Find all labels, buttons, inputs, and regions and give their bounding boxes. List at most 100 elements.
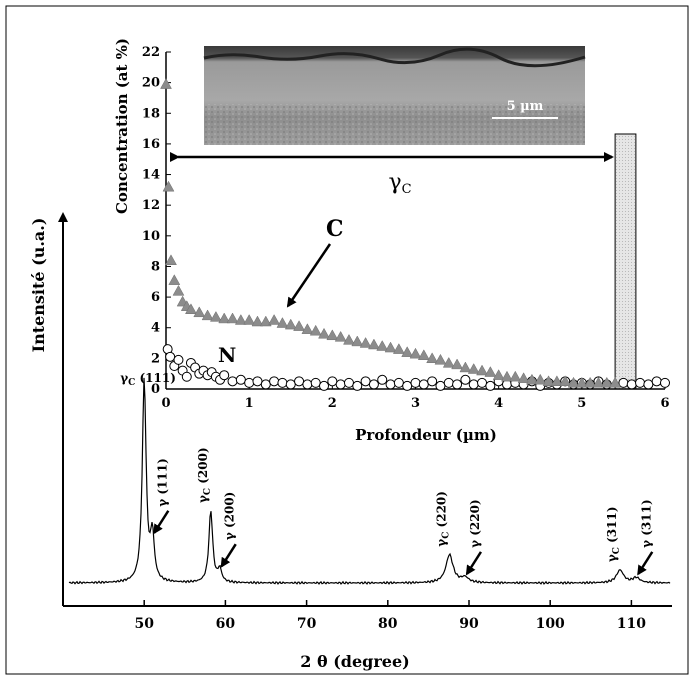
c-point-47 <box>517 372 530 383</box>
inset-x-ticks: 0 1 2 3 4 5 6 <box>161 384 670 411</box>
n-point-46 <box>485 380 496 391</box>
xrd-trace <box>68 377 671 585</box>
c-point-24 <box>326 329 339 341</box>
c-point-4 <box>172 284 185 296</box>
n-point-41 <box>443 377 454 388</box>
c-point-56 <box>592 376 605 388</box>
c-point-1 <box>162 180 175 192</box>
c-point-55 <box>584 376 597 388</box>
n-point-25 <box>310 377 321 388</box>
inset-y-tick-label-10: 20 <box>142 76 160 91</box>
n-point-15 <box>227 376 238 387</box>
c-point-11 <box>218 312 231 324</box>
c-point-45 <box>501 370 513 382</box>
inset-y-tick-label-11: 22 <box>142 45 160 60</box>
n-point-26 <box>319 380 330 391</box>
inset-x-tick-label-5: 5 <box>577 396 586 411</box>
figure-frame <box>5 5 689 675</box>
peak-arrow-5 <box>465 551 482 576</box>
gamma-c-range-label: γC <box>388 170 411 197</box>
c-point-22 <box>309 324 322 336</box>
xrd-x-tick-label-4: 90 <box>459 616 479 632</box>
c-point-9 <box>201 309 214 321</box>
c-point-15 <box>251 315 264 327</box>
inset-y-tick-label-4: 8 <box>151 259 160 274</box>
n-point-37 <box>410 377 421 388</box>
inset-y-tick-label-6: 12 <box>142 198 160 213</box>
n-point-22 <box>285 379 296 390</box>
xrd-x-tick-label-6: 110 <box>617 616 646 632</box>
n-point-16 <box>235 374 246 385</box>
peak-label-7: γ (311) <box>637 499 654 576</box>
n-point-40 <box>435 380 446 391</box>
sem-micrograph: 5 µm <box>203 46 586 145</box>
inset-y-ticks: 0 2 4 6 8 10 12 14 16 18 20 22 <box>142 45 171 397</box>
inset-x-tick-label-1: 1 <box>245 396 254 411</box>
svg-text:γC (200): γC (200) <box>196 447 213 503</box>
c-point-48 <box>526 373 538 385</box>
c-point-12 <box>226 312 239 324</box>
xrd-x-tick-label-0: 50 <box>134 616 154 632</box>
n-point-36 <box>402 380 413 391</box>
peak-arrow-7 <box>637 551 654 576</box>
svg-text:γC (111): γC (111) <box>120 371 176 388</box>
n-point-24 <box>302 379 313 390</box>
n-point-64 <box>643 379 654 390</box>
c-point-31 <box>384 341 397 353</box>
c-point-38 <box>442 356 455 368</box>
peak-label-5: γ (220) <box>465 499 482 576</box>
c-point-52 <box>559 375 572 386</box>
xrd-x-tick-label-1: 60 <box>216 616 236 632</box>
series-n-points <box>162 344 670 391</box>
inset-y-tick-label-7: 14 <box>142 168 160 183</box>
series-n-label: N <box>218 343 236 367</box>
svg-text:γC (220): γC (220) <box>435 491 452 547</box>
c-point-2 <box>165 254 177 265</box>
svg-text:γ (111): γ (111) <box>155 458 169 507</box>
c-point-14 <box>243 314 256 325</box>
n-point-28 <box>335 379 346 390</box>
n-point-3 <box>173 354 184 365</box>
series-c-points <box>160 78 622 388</box>
c-point-39 <box>451 358 464 370</box>
peak-label-4: γC (220) <box>435 491 452 547</box>
peak-label-3: γ (200) <box>220 492 237 568</box>
c-point-8 <box>193 306 206 318</box>
shaded-band <box>614 133 637 390</box>
n-point-62 <box>626 379 637 390</box>
c-point-46 <box>509 370 522 382</box>
c-point-0 <box>160 78 172 89</box>
shaded-band-rect <box>614 133 637 390</box>
svg-text:γC (311): γC (311) <box>605 506 622 562</box>
c-point-28 <box>359 337 372 348</box>
inset-x-axis-label: Profondeur (µm) <box>355 426 497 444</box>
c-point-37 <box>434 353 447 365</box>
c-point-50 <box>542 375 555 386</box>
n-point-20 <box>269 376 280 387</box>
c-point-44 <box>492 369 505 380</box>
n-point-17 <box>244 377 255 388</box>
n-point-66 <box>660 377 670 388</box>
peak-label-1: γ (111) <box>153 458 170 535</box>
xrd-y-axis-label: Intensité (u.a.) <box>29 218 48 353</box>
xrd-x-tick-label-3: 80 <box>378 616 398 632</box>
n-point-63 <box>635 377 646 388</box>
inset-x-tick-label-2: 2 <box>328 396 337 411</box>
n-point-35 <box>393 377 404 388</box>
inset-y-tick-label-9: 18 <box>142 106 160 121</box>
series-c-label: C <box>326 216 344 242</box>
n-point-39 <box>427 376 438 387</box>
c-point-29 <box>367 338 380 350</box>
xrd-x-ticks: 50 60 70 80 90 100 110 <box>134 600 646 632</box>
svg-text:γ (200): γ (200) <box>223 492 237 541</box>
inset-x-tick-label-3: 3 <box>411 396 420 411</box>
c-point-30 <box>376 340 389 351</box>
n-point-31 <box>360 376 371 387</box>
c-point-58 <box>609 376 622 388</box>
c-point-10 <box>209 310 222 322</box>
n-point-65 <box>651 376 662 387</box>
n-point-29 <box>343 377 354 388</box>
n-point-38 <box>418 379 429 390</box>
peak-label-0: γC (111) <box>120 371 176 388</box>
n-point-30 <box>352 380 363 391</box>
